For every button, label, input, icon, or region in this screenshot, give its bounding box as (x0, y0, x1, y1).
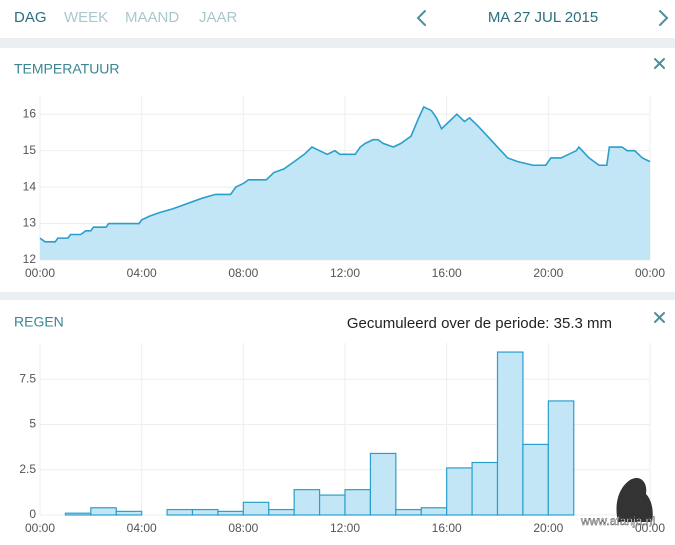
x-tick-label: 00:00 (635, 266, 665, 280)
tab[interactable]: JAAR (199, 9, 238, 26)
date: MA 27 JUL 2015 (488, 9, 598, 26)
top-bar (0, 0, 675, 38)
y-tick-label: 2.5 (19, 462, 36, 476)
bar (268, 508, 295, 516)
bar (115, 510, 143, 516)
bar (90, 507, 117, 516)
bar (471, 461, 499, 516)
card-title: REGEN (14, 314, 64, 330)
y-tick-label: 16 (23, 106, 37, 120)
bar (547, 400, 575, 516)
bar (217, 510, 244, 516)
y-tick-label: 13 (23, 216, 37, 230)
y-tick-label: 15 (23, 143, 37, 157)
close-button[interactable] (654, 312, 665, 323)
x-tick-label: 12:00 (330, 521, 360, 535)
bar (446, 467, 473, 516)
line (39, 105, 651, 243)
x-tick-label: 12:00 (330, 266, 360, 280)
x-tick-label: 20:00 (533, 521, 563, 535)
bar (166, 508, 194, 516)
x-tick-label: 00:00 (635, 521, 665, 535)
prev-button[interactable] (416, 10, 426, 26)
y-tick-label: 7.5 (19, 371, 36, 385)
next-button[interactable] (659, 10, 669, 26)
close-button[interactable] (654, 58, 665, 69)
bar (522, 443, 549, 516)
x-tick-label: 04:00 (127, 266, 157, 280)
tab[interactable]: DAG (14, 9, 47, 26)
bar (420, 507, 448, 516)
x-tick-label: 20:00 (533, 266, 563, 280)
bar (318, 494, 346, 516)
y-tick-label: 0 (29, 507, 36, 521)
bar (242, 501, 270, 516)
x-tick-label: 08:00 (228, 521, 258, 535)
y-tick-label: 14 (23, 179, 37, 193)
y-tick-label: 5 (29, 417, 36, 431)
watermark-icon (616, 477, 653, 522)
tab[interactable]: MAAND (125, 9, 179, 26)
bar (64, 512, 92, 516)
x-tick-label: 16:00 (432, 266, 462, 280)
card-title: TEMPERATUUR (14, 61, 120, 77)
x-tick-label: 16:00 (432, 521, 462, 535)
bar (369, 452, 397, 516)
bar (191, 508, 219, 516)
x-tick-label: 00:00 (25, 266, 55, 280)
bar (344, 489, 372, 516)
x-tick-label: 04:00 (127, 521, 157, 535)
x-tick-label: 08:00 (228, 266, 258, 280)
watermark: www.afanja.nl (580, 514, 655, 528)
summary: Gecumuleerd over de periode: 35.3 mm (347, 315, 612, 332)
tab[interactable]: WEEK (64, 9, 108, 26)
bar (293, 489, 321, 516)
bar (395, 508, 422, 516)
area (40, 106, 650, 260)
bar (496, 351, 524, 516)
x-tick-label: 00:00 (25, 521, 55, 535)
y-tick-label: 12 (23, 252, 37, 266)
